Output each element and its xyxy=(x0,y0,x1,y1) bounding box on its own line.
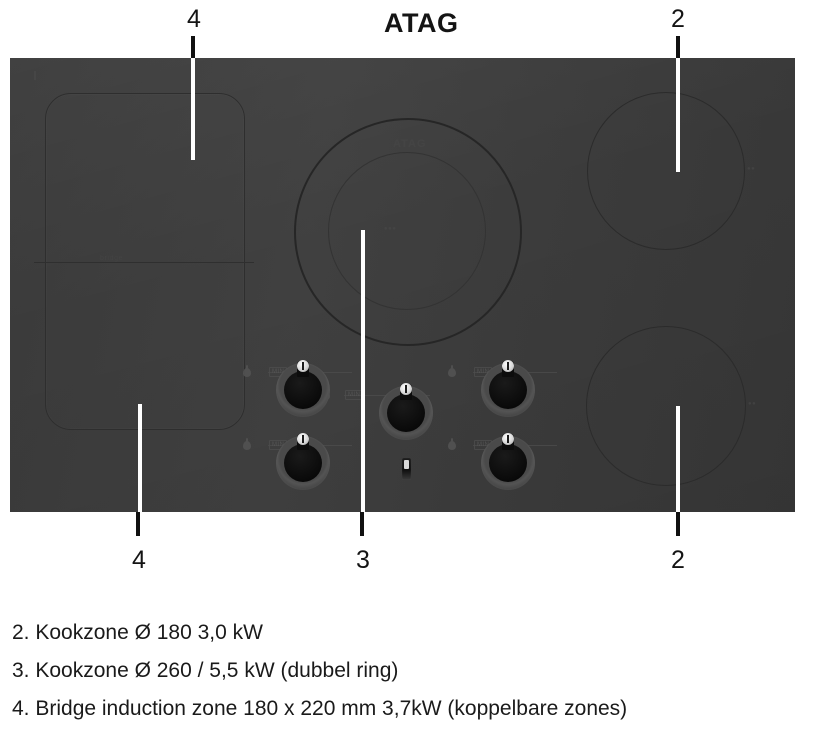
knob-pointer-icon xyxy=(297,360,309,372)
leader-line-bottom-left-inside xyxy=(138,404,142,512)
top-right-zone-tick-label: ●● xyxy=(747,166,756,172)
leader-line-center-inside xyxy=(361,230,365,512)
knob-flame-icon-front-right xyxy=(448,438,456,450)
leader-line-bottom-left-outside xyxy=(136,512,140,536)
top-right-zone-ring xyxy=(587,92,745,250)
leader-line-top-left-outside xyxy=(191,36,195,60)
bridge-zone-divider xyxy=(34,262,254,263)
leader-line-bottom-center-outside xyxy=(360,512,364,536)
induction-hob-surface: ATAG bridge ●●● ●● ●● MIN MIN MIN MIN MI… xyxy=(10,58,795,512)
knob-pointer-icon xyxy=(502,433,514,445)
knob-flame-icon-front-left xyxy=(243,438,251,450)
knob-body xyxy=(284,371,322,409)
knob-flame-icon-rear-left xyxy=(243,365,251,377)
callout-top-left: 4 xyxy=(187,5,201,33)
callout-bottom-left: 4 xyxy=(132,546,146,574)
bridge-induction-zone xyxy=(45,93,245,430)
leader-line-top-right-outside xyxy=(676,36,680,60)
knob-flame-icon-rear-right xyxy=(448,365,456,377)
control-knob-rear-left[interactable] xyxy=(276,360,330,417)
knob-body xyxy=(387,394,425,432)
legend-line-1: 2. Kookzone Ø 180 3,0 kW xyxy=(12,621,263,644)
leader-line-top-right-inside xyxy=(676,58,680,172)
knob-body xyxy=(489,444,527,482)
knob-body xyxy=(489,371,527,409)
control-knob-front-left[interactable] xyxy=(276,433,330,490)
brand-wordmark: ATAG xyxy=(384,8,459,38)
control-knob-rear-right[interactable] xyxy=(481,360,535,417)
leader-line-bottom-right-outside xyxy=(676,512,680,536)
callout-top-right: 2 xyxy=(671,5,685,33)
leader-line-bottom-right-inside xyxy=(676,406,680,512)
knob-pointer-icon xyxy=(400,383,412,395)
callout-bottom-right: 2 xyxy=(671,546,685,574)
center-zone-inner-ring xyxy=(328,152,486,310)
legend-line-2: 3. Kookzone Ø 260 / 5,5 kW (dubbel ring) xyxy=(12,659,399,682)
control-knob-front-right[interactable] xyxy=(481,433,535,490)
leader-line-top-left-inside xyxy=(191,58,195,160)
center-zone-outer-ring xyxy=(294,118,522,346)
ignition-indicator-led xyxy=(402,458,411,480)
knob-pointer-icon xyxy=(297,433,309,445)
corner-mark-icon xyxy=(34,71,36,80)
control-knob-center[interactable] xyxy=(379,383,433,440)
bottom-right-zone-tick-label: ●● xyxy=(748,401,757,407)
legend-line-3: 4. Bridge induction zone 180 x 220 mm 3,… xyxy=(12,697,628,720)
center-zone-tick-label: ●●● xyxy=(384,226,397,232)
bottom-right-zone-ring xyxy=(586,326,746,486)
knob-pointer-icon xyxy=(502,360,514,372)
knob-body xyxy=(284,444,322,482)
bridge-zone-divider-label: bridge xyxy=(100,255,124,262)
callout-bottom-center: 3 xyxy=(356,546,370,574)
